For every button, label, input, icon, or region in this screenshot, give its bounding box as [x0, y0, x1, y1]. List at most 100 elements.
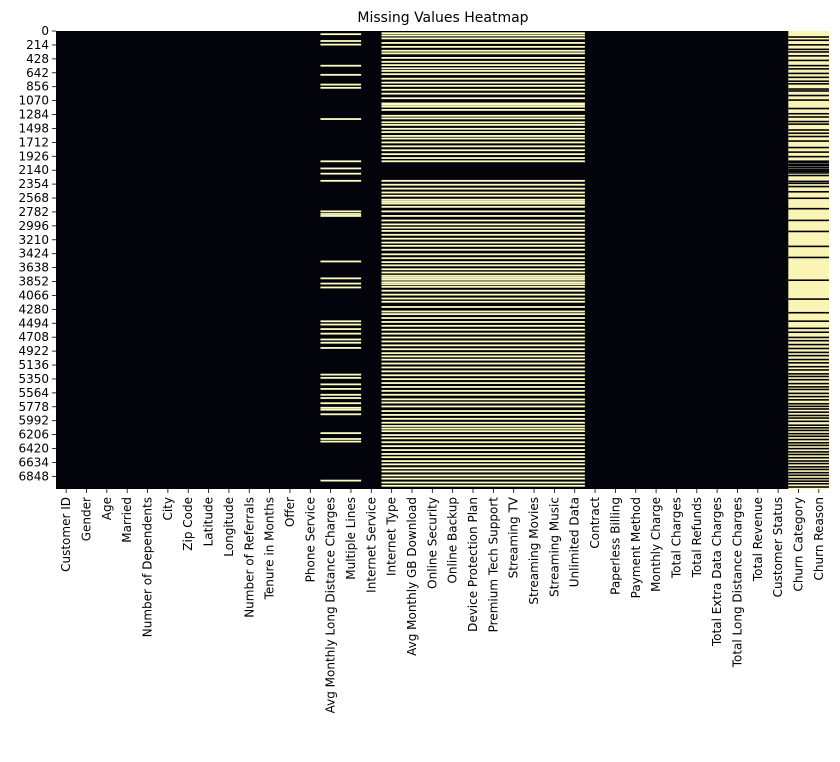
present-row-line: [788, 447, 829, 450]
present-row-line: [788, 197, 829, 200]
missing-row-line: [381, 109, 585, 111]
missing-row-line: [381, 135, 585, 137]
missing-row-line: [381, 336, 585, 339]
present-row-line: [788, 456, 829, 459]
missing-row-line: [381, 121, 585, 124]
heatmap-plot-area: [56, 31, 829, 489]
present-row-line: [788, 482, 829, 485]
present-row-line: [788, 185, 829, 188]
present-row-line: [788, 36, 829, 38]
missing-row-line: [381, 344, 585, 347]
missing-row-line: [381, 425, 585, 427]
missing-row-line: [381, 114, 585, 117]
present-row-line: [788, 161, 829, 164]
missing-row-line: [320, 260, 362, 263]
present-row-line: [788, 369, 829, 371]
missing-row-line: [381, 57, 585, 59]
x-tick-label-phone-service: Phone Service: [303, 497, 317, 582]
present-row-line: [788, 451, 829, 453]
missing-row-line: [381, 37, 585, 40]
y-tick-label: 214: [26, 38, 49, 52]
missing-row-line: [381, 60, 585, 63]
x-tick-label-number-of-dependents: Number of Dependents: [141, 497, 155, 637]
y-axis-ticks: 0214428642856107012841498171219262140235…: [18, 24, 56, 483]
missing-row-line: [381, 410, 585, 412]
missing-row-line: [381, 34, 585, 37]
x-tick-label-number-of-referrals: Number of Referrals: [242, 497, 256, 618]
missing-row-line: [381, 233, 585, 236]
missing-row-line: [381, 310, 585, 313]
missing-row-line: [381, 484, 585, 487]
missing-row-line: [381, 328, 585, 331]
missing-row-line: [381, 202, 585, 205]
missing-row-line: [381, 437, 585, 440]
missing-row-line: [381, 92, 585, 95]
missing-row-line: [381, 321, 585, 323]
present-row-line: [788, 90, 829, 92]
y-tick-label: 6848: [18, 469, 49, 483]
missing-row-line: [320, 282, 362, 285]
missing-row-line: [381, 348, 585, 351]
missing-row-line: [381, 374, 585, 377]
present-row-line: [788, 51, 829, 53]
present-row-line: [788, 388, 829, 391]
present-row-line: [788, 190, 829, 193]
chart-title: Missing Values Heatmap: [357, 10, 528, 26]
present-row-line: [788, 402, 829, 405]
present-row-line: [788, 174, 829, 177]
missing-row-line: [320, 160, 362, 163]
x-tick-label-offer: Offer: [283, 497, 297, 527]
x-tick-label-zip-code: Zip Code: [181, 497, 195, 551]
missing-row-line: [381, 389, 585, 392]
x-tick-label-online-security: Online Security: [425, 497, 439, 589]
present-row-line: [788, 471, 829, 474]
missing-row-line: [381, 141, 585, 144]
present-row-line: [788, 68, 829, 70]
missing-row-line: [320, 438, 362, 440]
present-row-line: [788, 477, 829, 480]
present-row-line: [788, 358, 829, 361]
present-row-line: [788, 480, 829, 482]
missing-row-line: [381, 268, 585, 271]
present-row-line: [788, 116, 829, 118]
present-row-line: [788, 468, 829, 471]
missing-row-line: [320, 393, 362, 396]
missing-row-line: [381, 210, 585, 213]
present-row-line: [788, 365, 829, 368]
x-tick-label-internet-type: Internet Type: [385, 497, 399, 576]
missing-row-line: [320, 210, 362, 213]
missing-row-line: [320, 167, 362, 170]
missing-row-line: [320, 215, 362, 217]
missing-row-line: [381, 88, 585, 91]
missing-row-line: [381, 393, 585, 396]
missing-row-line: [381, 145, 585, 148]
present-row-line: [788, 182, 829, 185]
missing-row-line: [320, 341, 362, 344]
x-tick-label-unlimited-data: Unlimited Data: [568, 497, 582, 587]
present-row-line: [788, 88, 829, 90]
missing-row-line: [320, 172, 362, 175]
present-row-line: [788, 151, 829, 153]
missing-row-line: [381, 460, 585, 462]
x-tick-label-city: City: [161, 497, 175, 521]
y-tick-label: 5564: [18, 386, 49, 400]
present-row-line: [788, 39, 829, 42]
present-row-line: [788, 408, 829, 410]
x-tick-label-total-charges: Total Charges: [669, 497, 683, 579]
present-row-line: [788, 135, 829, 138]
x-tick-label-total-extra-data-charges: Total Extra Data Charges: [710, 497, 724, 647]
y-tick-label: 4922: [18, 344, 49, 358]
x-tick-label-gender: Gender: [80, 497, 94, 541]
present-row-line: [788, 48, 829, 51]
missing-row-line: [381, 293, 585, 296]
present-row-line: [788, 339, 829, 342]
missing-row-line: [381, 149, 585, 152]
missing-row-line: [381, 453, 585, 455]
missing-row-line: [320, 347, 362, 349]
x-tick-label-total-revenue: Total Revenue: [751, 497, 765, 582]
missing-row-line: [320, 440, 362, 443]
missing-row-line: [320, 286, 362, 289]
present-row-line: [788, 155, 829, 158]
missing-row-line: [320, 402, 362, 405]
present-row-line: [788, 399, 829, 401]
